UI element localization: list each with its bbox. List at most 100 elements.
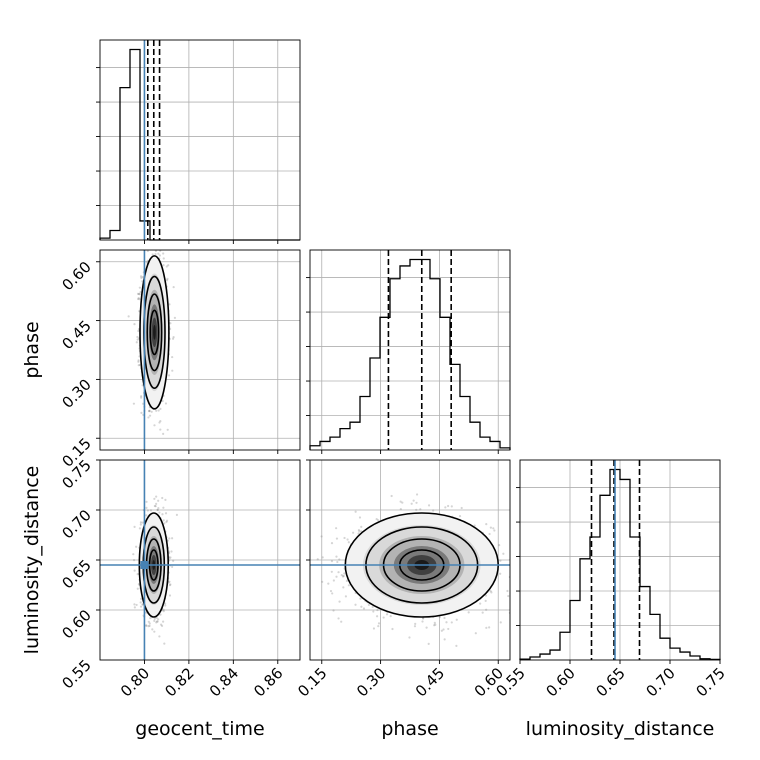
sample-point [335,527,338,530]
xtick-label-geocent_time-2: 0.84 [206,664,242,700]
sample-point [138,363,141,367]
sample-point [137,329,140,333]
xtick-label-phase-2: 0.45 [412,664,448,700]
sample-point [149,509,153,512]
sample-point [138,527,142,530]
sample-point [146,250,149,253]
frame-geocent_time [99,39,301,241]
sample-point [479,602,482,605]
sample-point [132,402,136,405]
sample-point [432,509,435,512]
sample-point [173,316,177,319]
sample-point [390,494,393,498]
frame-phase-luminosity_distance [309,459,511,661]
sample-point [135,341,138,344]
sample-point [499,621,502,624]
sample-point [138,286,141,289]
sample-point [440,629,443,632]
xtick-label-geocent_time-0: 0.80 [117,664,153,700]
sample-point [337,617,340,620]
sample-point [136,292,140,295]
sample-point [427,504,431,507]
sample-point [139,275,143,278]
sample-point [433,621,436,624]
sample-point [159,428,162,431]
xtick-label-luminosity_distance-4: 0.75 [692,664,728,700]
sample-point [359,597,362,600]
sample-point [414,622,417,625]
sample-point [146,509,149,512]
sample-point [141,275,144,279]
sample-point [155,495,158,498]
ytick-label-luminosity_distance-1: 0.60 [58,606,94,642]
sample-point [493,529,496,532]
sample-point [344,595,348,598]
sample-point [347,541,350,544]
sample-point [155,409,158,412]
sample-point [385,613,389,616]
sample-point [145,500,148,503]
sample-point [488,532,491,536]
sample-point [160,624,164,627]
sample-point [157,499,160,502]
sample-point [161,496,164,500]
sample-point [161,399,164,403]
sample-point [162,620,165,623]
sample-point [343,572,346,575]
sample-point [172,336,175,339]
sample-point [154,250,157,253]
sample-point [421,620,424,623]
xtick-label-luminosity_distance-1: 0.60 [542,664,578,700]
sample-point [153,497,156,500]
sample-point [458,514,462,518]
sample-point [164,498,167,501]
sample-point [157,242,159,244]
sample-point [140,411,143,414]
sample-point [372,627,376,630]
sample-point [165,520,168,524]
frame-geocent_time-luminosity_distance [99,459,301,661]
sample-point [147,625,150,628]
sample-point [354,603,357,606]
sample-point [489,526,492,529]
xtick-label-geocent_time-3: 0.86 [250,664,286,700]
sample-point [145,261,148,264]
xtick-label-phase-1: 0.30 [353,664,389,700]
sample-point [153,504,156,508]
sample-point [425,626,428,629]
sample-point [360,605,363,608]
sample-point [320,535,323,538]
sample-point [139,601,142,604]
sample-point [141,603,144,606]
ytick-label-phase-3: 0.60 [58,258,94,294]
sample-point [498,544,501,547]
sample-point [145,624,148,628]
sample-point [159,613,162,616]
ytick-label-luminosity_distance-0: 0.55 [58,656,94,692]
sample-point [168,594,172,597]
sample-point [167,264,170,267]
sample-point [153,424,156,427]
sample-point [401,501,404,504]
sample-point [444,506,447,509]
sample-point [166,277,169,280]
sample-point [343,536,346,540]
sample-point [132,553,135,556]
histogram-geocent_time [99,48,300,241]
sample-point [467,611,470,614]
sample-point [169,322,172,325]
sample-point [133,603,136,606]
sample-point [340,573,343,577]
sample-point [162,252,165,255]
sample-point [346,538,349,541]
sample-point [329,589,333,593]
sample-point [408,636,411,639]
sample-point [141,521,144,524]
sample-point [138,292,141,296]
sample-point [481,611,484,614]
joint-panel-geocent_time-luminosity_distance [96,459,300,664]
truth-marker-geocent_time-luminosity_distance [140,561,149,569]
sample-point [357,528,361,532]
sample-point [165,265,168,268]
sample-point [157,618,160,621]
